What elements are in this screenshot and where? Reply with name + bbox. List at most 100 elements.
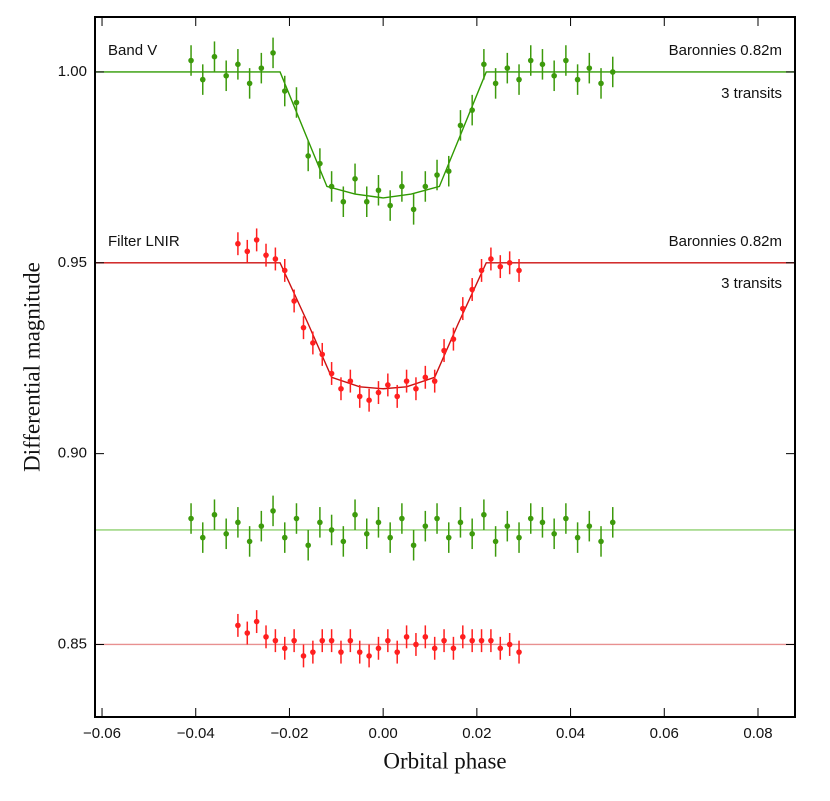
annotation: Band V [108, 42, 157, 59]
data-point [199, 76, 206, 83]
data-point [431, 378, 438, 384]
x-tick-label: 0.06 [650, 725, 679, 742]
data-point [527, 515, 534, 522]
data-point [574, 534, 581, 541]
data-point [235, 61, 241, 68]
data-point [506, 641, 513, 648]
data-point [244, 248, 251, 255]
x-tick-label: 0.02 [462, 725, 491, 742]
data-point [319, 351, 326, 358]
data-point [445, 168, 452, 174]
data-point [422, 183, 429, 190]
data-point [563, 57, 569, 64]
data-point [410, 206, 417, 213]
data-point [387, 202, 393, 209]
data-point [258, 65, 265, 71]
data-point [317, 160, 323, 167]
data-point [460, 634, 466, 640]
data-point [516, 534, 522, 541]
annotation: 3 transits [721, 275, 782, 292]
x-tick-label: −0.02 [270, 725, 308, 742]
data-point [281, 534, 288, 541]
data-point [263, 634, 269, 640]
data-point [235, 240, 241, 247]
x-tick-label: 0.04 [556, 725, 585, 742]
annotation: Baronnies 0.82m [669, 233, 782, 250]
data-point [366, 397, 372, 404]
data-point [270, 50, 276, 56]
x-tick-label: 0.08 [743, 725, 772, 742]
data-point [563, 515, 569, 522]
data-point [488, 256, 494, 262]
data-point [431, 645, 438, 652]
data-point [516, 76, 522, 83]
data-point [527, 57, 534, 64]
data-point [310, 340, 316, 346]
data-point [188, 57, 194, 64]
data-point [394, 393, 401, 400]
data-point [272, 637, 279, 644]
data-point [422, 374, 429, 381]
data-point [457, 519, 464, 526]
data-point [586, 523, 593, 529]
data-point [609, 519, 616, 526]
data-point [310, 649, 316, 655]
x-tick-label: −0.04 [177, 725, 215, 742]
data-point [328, 370, 335, 377]
data-point [469, 107, 475, 113]
data-point [319, 637, 326, 644]
data-point [305, 542, 311, 549]
data-point [356, 393, 363, 400]
y-axis-label: Differential magnitude [19, 262, 44, 472]
data-point [291, 637, 297, 644]
data-point [492, 538, 499, 545]
data-point [270, 508, 276, 514]
data-point [609, 69, 616, 75]
data-point [211, 53, 218, 60]
data-point [338, 385, 344, 392]
data-point [399, 183, 405, 190]
data-point [516, 649, 522, 655]
data-point [328, 637, 335, 644]
annotation: Baronnies 0.82m [669, 42, 782, 59]
data-point [497, 263, 504, 270]
data-point [385, 637, 391, 644]
data-point [199, 534, 206, 541]
data-point [598, 80, 604, 87]
data-point [586, 65, 593, 71]
annotation: Filter LNIR [108, 233, 180, 250]
data-point [375, 519, 382, 526]
data-point [506, 260, 513, 266]
data-point [478, 267, 485, 274]
data-point [347, 637, 354, 644]
data-point [253, 237, 260, 243]
data-point [481, 511, 487, 518]
data-point [235, 519, 241, 526]
data-point [246, 80, 253, 87]
data-point [403, 634, 410, 640]
data-point [481, 61, 487, 68]
data-point [188, 515, 194, 522]
data-point [434, 172, 440, 178]
data-point [246, 538, 253, 545]
y-tick-label: 0.90 [58, 445, 87, 462]
data-point [469, 286, 475, 293]
data-point [328, 527, 335, 533]
data-point [441, 347, 447, 354]
data-point [293, 515, 300, 522]
data-point [375, 645, 382, 652]
data-point [497, 645, 504, 652]
data-point [223, 530, 229, 537]
x-axis-label: Orbital phase [383, 748, 506, 773]
data-point [352, 511, 358, 518]
data-point [469, 637, 475, 644]
data-point [394, 649, 401, 655]
data-point [293, 99, 300, 106]
data-point [305, 153, 311, 159]
data-point [460, 305, 466, 312]
data-point [352, 176, 358, 182]
data-point [445, 534, 452, 541]
data-point [457, 122, 464, 129]
data-point [347, 378, 354, 384]
data-point [413, 641, 419, 648]
